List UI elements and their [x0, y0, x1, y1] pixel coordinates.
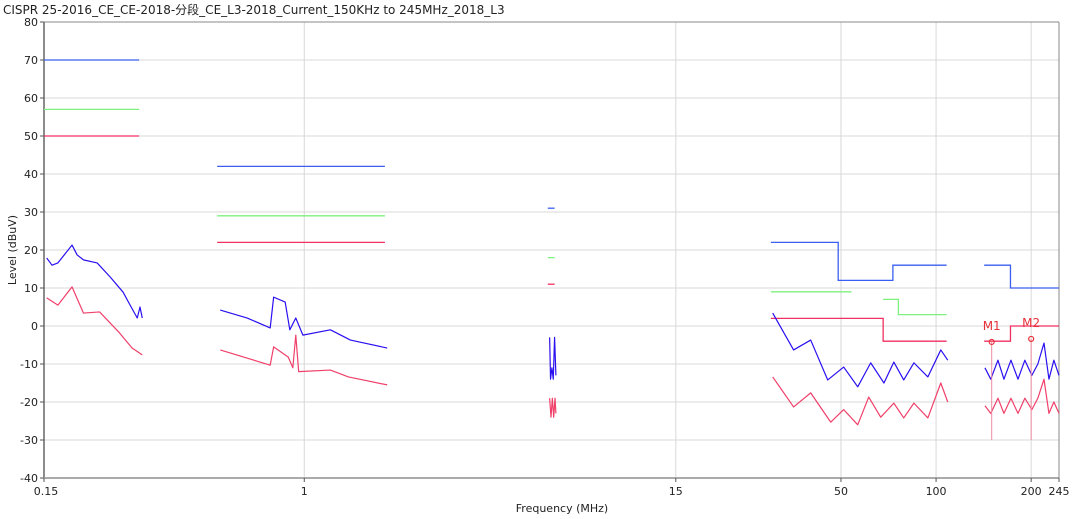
marker-label: M2	[1022, 316, 1040, 330]
traces	[46, 244, 1060, 426]
y-axis-ticks: -40 -30 -20 -10 0 10 20 30 40 50 60 70 80	[20, 16, 44, 485]
x-tick-label: 200	[1021, 485, 1042, 498]
y-tick-label: -30	[20, 434, 38, 447]
trace-average	[220, 334, 388, 386]
y-tick-label: 20	[24, 244, 38, 257]
x-tick-label: 0.15	[34, 485, 59, 498]
grid	[43, 21, 1060, 479]
limit-line-limit_qp	[883, 298, 947, 316]
y-tick-label: 80	[24, 16, 38, 29]
marker-point	[1028, 335, 1035, 343]
trace-average	[772, 376, 949, 426]
x-tick-label: 1	[301, 485, 308, 498]
trace-peak	[220, 296, 388, 349]
trace-peak	[984, 342, 1060, 380]
trace-average	[46, 286, 143, 356]
y-tick-label: 50	[24, 130, 38, 143]
x-axis-ticks: 0.15 1 15 50 100 200 245	[34, 478, 1070, 498]
limit-line-limit_peak	[984, 264, 1059, 289]
y-axis-label: Level (dBuV)	[6, 215, 19, 285]
limit-line-limit_peak	[770, 241, 947, 282]
trace-average	[984, 378, 1060, 414]
trace-peak	[772, 312, 949, 388]
trace-peak	[46, 244, 143, 319]
y-tick-label: -10	[20, 358, 38, 371]
markers: M1 M2	[983, 316, 1040, 440]
y-tick-label: -20	[20, 396, 38, 409]
y-tick-label: 40	[24, 168, 38, 181]
limit-lines	[44, 59, 1059, 342]
y-tick-label: 70	[24, 54, 38, 67]
x-tick-label: 15	[669, 485, 683, 498]
y-tick-label: 10	[24, 282, 38, 295]
chart-title: CISPR 25-2016_CE_CE-2018-分段_CE_L3-2018_C…	[3, 3, 505, 17]
y-tick-label: -40	[20, 472, 38, 485]
trace-peak	[549, 336, 557, 380]
x-tick-label: 50	[834, 485, 848, 498]
x-axis-label: Frequency (MHz)	[516, 502, 608, 515]
x-tick-label: 245	[1049, 485, 1070, 498]
x-tick-label: 100	[926, 485, 947, 498]
trace-average	[549, 397, 557, 418]
y-tick-label: 60	[24, 92, 38, 105]
y-tick-label: 30	[24, 206, 38, 219]
marker-point	[988, 338, 995, 346]
marker-label: M1	[983, 319, 1001, 333]
limit-line-limit_avg	[770, 317, 947, 342]
y-tick-label: 0	[31, 320, 38, 333]
limit-line-limit_avg	[984, 325, 1059, 342]
